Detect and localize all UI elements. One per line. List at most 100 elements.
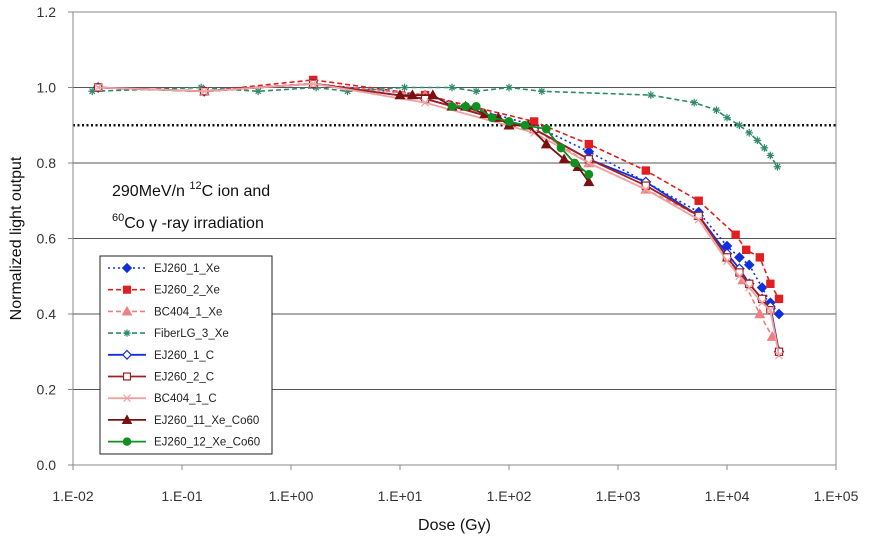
data-point bbox=[461, 101, 471, 111]
data-point bbox=[745, 128, 754, 137]
y-axis-ticks: 0.0 0.2 0.4 0.6 0.8 1.0 1.2 bbox=[37, 4, 73, 473]
legend-item: EJ260_11_Xe_Co60 bbox=[108, 414, 259, 427]
data-point bbox=[694, 215, 703, 224]
data-point bbox=[766, 151, 775, 160]
data-point bbox=[537, 87, 546, 96]
y-tick-label: 0.2 bbox=[37, 382, 57, 398]
data-point bbox=[520, 120, 530, 130]
data-point bbox=[646, 91, 655, 99]
series-EJ260_12_Xe_Co60 bbox=[447, 101, 594, 179]
data-point bbox=[766, 306, 775, 315]
series-FiberLG_3_Xe bbox=[88, 83, 782, 171]
data-point bbox=[584, 139, 594, 149]
data-point bbox=[448, 83, 456, 92]
data-point bbox=[722, 257, 732, 266]
data-point bbox=[723, 113, 731, 122]
data-point bbox=[584, 169, 594, 179]
data-point bbox=[540, 138, 552, 149]
x-tick-label: 1.E+01 bbox=[378, 488, 423, 504]
data-point bbox=[731, 230, 740, 239]
data-point bbox=[505, 83, 513, 92]
legend-item: EJ260_1_Xe bbox=[108, 262, 220, 275]
legend-label: EJ260_1_Xe bbox=[154, 263, 220, 275]
legend-marker bbox=[123, 329, 131, 337]
y-tick-label: 0.0 bbox=[37, 457, 57, 473]
series-layer bbox=[88, 75, 785, 360]
data-point bbox=[558, 153, 570, 164]
legend-item: EJ260_12_Xe_Co60 bbox=[108, 437, 260, 449]
data-point bbox=[712, 106, 721, 114]
data-point bbox=[760, 144, 769, 152]
legend-label: BC404_1_Xe bbox=[154, 306, 222, 318]
y-tick-label: 0.8 bbox=[37, 155, 57, 171]
x-tick-label: 1.E+00 bbox=[269, 488, 314, 504]
data-point bbox=[200, 87, 209, 96]
data-point bbox=[421, 98, 430, 107]
legend-marker bbox=[123, 394, 131, 403]
legend-marker bbox=[121, 414, 133, 424]
data-point bbox=[743, 259, 755, 271]
data-point bbox=[734, 252, 745, 263]
data-point bbox=[766, 279, 775, 289]
legend-item: FiberLG_3_Xe bbox=[108, 328, 229, 340]
legend-marker bbox=[121, 262, 133, 274]
data-point bbox=[756, 282, 768, 293]
legend-marker bbox=[121, 305, 133, 316]
annotation-line-2: 60Co γ -ray irradiation bbox=[112, 212, 264, 232]
data-point bbox=[394, 89, 406, 100]
x-tick-label: 1.E+03 bbox=[596, 488, 641, 504]
data-point bbox=[487, 113, 497, 123]
x-tick-label: 1.E-02 bbox=[52, 488, 93, 504]
data-point bbox=[773, 162, 782, 171]
legend-label: FiberLG_3_Xe bbox=[154, 328, 229, 340]
x-tick-label: 1.E-01 bbox=[161, 488, 202, 504]
data-point bbox=[309, 79, 318, 88]
y-axis-title: Normalized light output bbox=[8, 156, 25, 320]
x-axis-ticks: 1.E-02 1.E-01 1.E+00 1.E+01 1.E+02 1.E+03 1.E+… bbox=[52, 465, 859, 504]
legend-item: BC404_1_C bbox=[108, 393, 217, 405]
x-tick-label: 1.E+05 bbox=[814, 488, 859, 504]
data-point bbox=[447, 101, 457, 111]
data-point bbox=[753, 136, 762, 145]
data-point bbox=[745, 283, 754, 292]
legend-label: EJ260_12_Xe_Co60 bbox=[154, 437, 260, 449]
series-EJ260_11_Xe_Co60 bbox=[394, 89, 595, 187]
legend-label: EJ260_11_Xe_Co60 bbox=[154, 415, 259, 427]
data-point bbox=[583, 176, 595, 187]
series-line bbox=[452, 105, 590, 176]
data-point bbox=[735, 272, 744, 281]
legend-label: EJ260_1_C bbox=[154, 350, 214, 362]
legend-item: EJ260_2_Xe bbox=[108, 285, 220, 297]
data-point bbox=[254, 87, 263, 96]
data-point bbox=[735, 121, 744, 130]
series-line bbox=[92, 86, 779, 168]
data-point bbox=[400, 83, 409, 92]
data-point bbox=[427, 89, 439, 100]
annotation-line-1: 290MeV/n 12C ion and bbox=[112, 180, 270, 200]
y-tick-label: 0.4 bbox=[37, 306, 57, 322]
data-point bbox=[541, 124, 551, 134]
data-point bbox=[472, 87, 481, 96]
data-point bbox=[570, 158, 580, 168]
data-point bbox=[774, 294, 784, 304]
legend-label: EJ260_2_Xe bbox=[154, 285, 220, 297]
data-point bbox=[88, 87, 97, 96]
legend-marker bbox=[122, 437, 132, 446]
data-point bbox=[758, 298, 767, 307]
x-tick-label: 1.E+04 bbox=[705, 488, 750, 504]
legend-label: EJ260_2_C bbox=[154, 372, 214, 384]
data-point bbox=[754, 308, 766, 319]
data-point bbox=[504, 117, 514, 126]
data-point bbox=[690, 98, 699, 107]
data-point bbox=[694, 196, 703, 205]
y-tick-label: 1.2 bbox=[37, 4, 57, 20]
legend: EJ260_1_Xe EJ260_2_Xe BC404_1_Xe FiberLG_3_… bbox=[99, 255, 273, 455]
y-tick-label: 1.0 bbox=[37, 80, 57, 96]
data-point bbox=[641, 185, 650, 194]
data-point bbox=[773, 308, 785, 320]
legend-marker bbox=[122, 372, 132, 381]
data-point bbox=[471, 101, 481, 111]
series-BC404_1_C bbox=[94, 79, 784, 360]
series-line bbox=[98, 82, 780, 315]
